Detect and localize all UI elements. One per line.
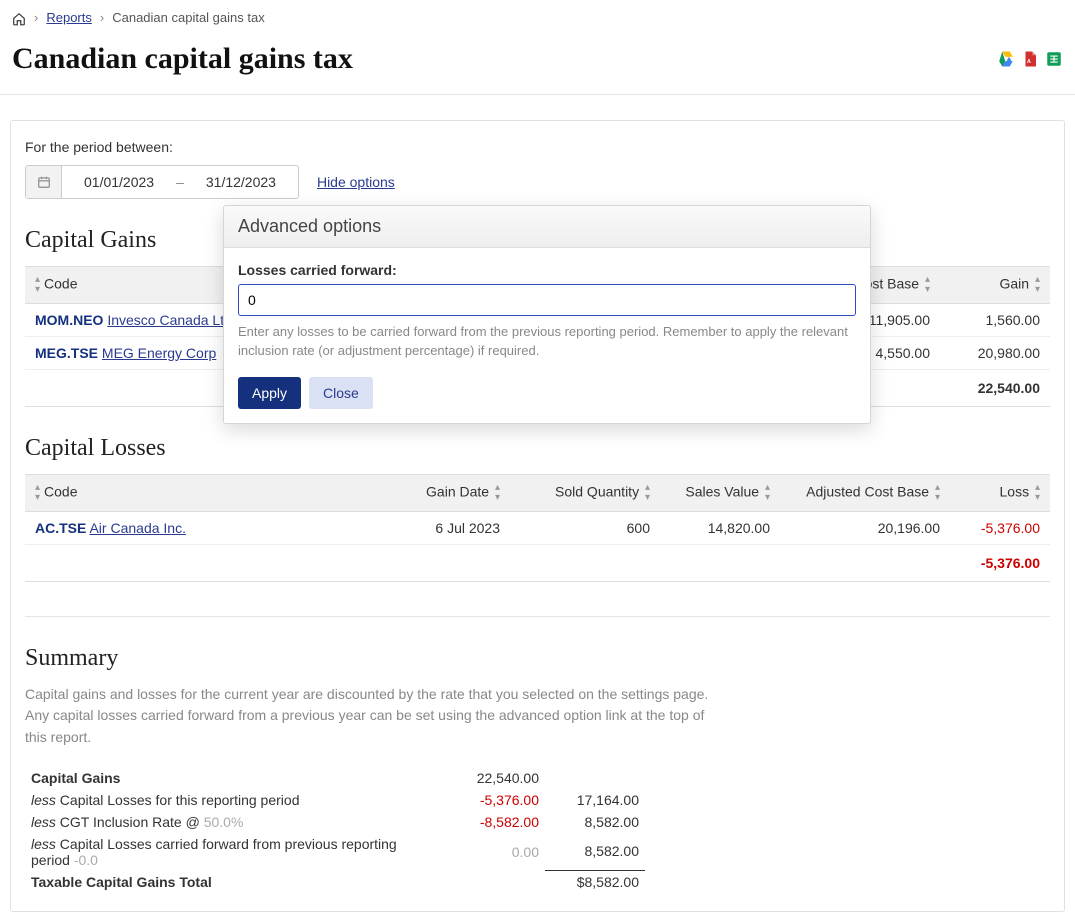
- cell-gain: 20,980.00: [940, 336, 1050, 369]
- summary-cf-v1: 0.00: [445, 833, 545, 871]
- summary-rate-v1: -8,582.00: [445, 811, 545, 833]
- google-drive-icon[interactable]: [997, 50, 1015, 68]
- pdf-icon[interactable]: A: [1021, 50, 1039, 68]
- close-button[interactable]: Close: [309, 377, 373, 409]
- col-gain-date[interactable]: Gain Date ▴▾: [360, 474, 510, 511]
- company-link[interactable]: Air Canada Inc.: [89, 520, 186, 536]
- apply-button[interactable]: Apply: [238, 377, 301, 409]
- cell-acb: 20,196.00: [780, 511, 950, 544]
- spreadsheet-icon[interactable]: [1045, 50, 1063, 68]
- popover-title: Advanced options: [224, 206, 870, 248]
- home-icon[interactable]: [12, 10, 26, 26]
- capital-losses-title: Capital Losses: [25, 435, 1050, 462]
- cell-gain: 1,560.00: [940, 303, 1050, 336]
- summary-cl-v2: 17,164.00: [545, 789, 645, 811]
- date-range-picker[interactable]: 01/01/2023 – 31/12/2023: [25, 165, 299, 199]
- summary-table: Capital Gains 22,540.00 less Capital Los…: [25, 767, 645, 894]
- capital-losses-table: ▴▾Code Gain Date ▴▾ Sold Quantity ▴▾ Sal…: [25, 474, 1050, 582]
- summary-cf-v2: 8,582.00: [545, 833, 645, 871]
- svg-text:A: A: [1027, 58, 1031, 64]
- col-sold-qty[interactable]: Sold Quantity ▴▾: [510, 474, 660, 511]
- cell-loss: -5,376.00: [950, 511, 1050, 544]
- company-link[interactable]: Invesco Canada Ltd: [107, 312, 232, 328]
- summary-description: Capital gains and losses for the current…: [25, 684, 725, 749]
- date-to: 31/12/2023: [184, 174, 298, 190]
- summary-rate-label: less CGT Inclusion Rate @ 50.0%: [25, 811, 445, 833]
- export-icons: A: [997, 50, 1063, 68]
- period-label: For the period between:: [25, 139, 1050, 155]
- col-loss[interactable]: Loss ▴▾: [950, 474, 1050, 511]
- summary-cl-v1: -5,376.00: [445, 789, 545, 811]
- cell-sold-qty: 600: [510, 511, 660, 544]
- chevron-icon: ›: [34, 10, 38, 25]
- breadcrumb: › Reports › Canadian capital gains tax: [12, 10, 1063, 26]
- summary-total-label: Taxable Capital Gains Total: [25, 871, 445, 894]
- summary-title: Summary: [25, 645, 1050, 672]
- summary-total-value: $8,582.00: [545, 871, 645, 894]
- date-from: 01/01/2023: [62, 174, 176, 190]
- losses-carried-forward-input[interactable]: [238, 284, 856, 316]
- col-gain[interactable]: Gain ▴▾: [940, 266, 1050, 303]
- page-title: Canadian capital gains tax: [12, 42, 353, 76]
- losses-total: -5,376.00: [950, 544, 1050, 581]
- ticker[interactable]: MEG.TSE: [35, 345, 98, 361]
- chevron-icon: ›: [100, 10, 104, 25]
- advanced-options-popover: Advanced options Losses carried forward:…: [223, 205, 871, 424]
- ticker[interactable]: AC.TSE: [35, 520, 86, 536]
- breadcrumb-reports[interactable]: Reports: [46, 10, 92, 25]
- losses-carried-forward-label: Losses carried forward:: [238, 262, 856, 278]
- summary-cg-value: 22,540.00: [445, 767, 545, 789]
- summary-cf-label: less Capital Losses carried forward from…: [25, 833, 445, 871]
- summary-cl-label: less Capital Losses for this reporting p…: [25, 789, 445, 811]
- cell-gain-date: 6 Jul 2023: [360, 511, 510, 544]
- date-dash: –: [176, 174, 184, 190]
- popover-help-text: Enter any losses to be carried forward f…: [238, 322, 856, 361]
- gains-total: 22,540.00: [940, 369, 1050, 406]
- summary-rate-v2: 8,582.00: [545, 811, 645, 833]
- breadcrumb-current: Canadian capital gains tax: [112, 10, 265, 25]
- col-code[interactable]: ▴▾Code: [25, 474, 360, 511]
- company-link[interactable]: MEG Energy Corp: [102, 345, 216, 361]
- col-acb[interactable]: Adjusted Cost Base ▴▾: [780, 474, 950, 511]
- calendar-icon: [26, 166, 62, 198]
- cell-sales-value: 14,820.00: [660, 511, 780, 544]
- hide-options-link[interactable]: Hide options: [317, 174, 395, 190]
- summary-cg-label: Capital Gains: [25, 767, 445, 789]
- report-card: For the period between: 01/01/2023 – 31/…: [10, 120, 1065, 913]
- ticker[interactable]: MOM.NEO: [35, 312, 103, 328]
- col-sales-value[interactable]: Sales Value ▴▾: [660, 474, 780, 511]
- table-row: AC.TSE Air Canada Inc. 6 Jul 2023 600 14…: [25, 511, 1050, 544]
